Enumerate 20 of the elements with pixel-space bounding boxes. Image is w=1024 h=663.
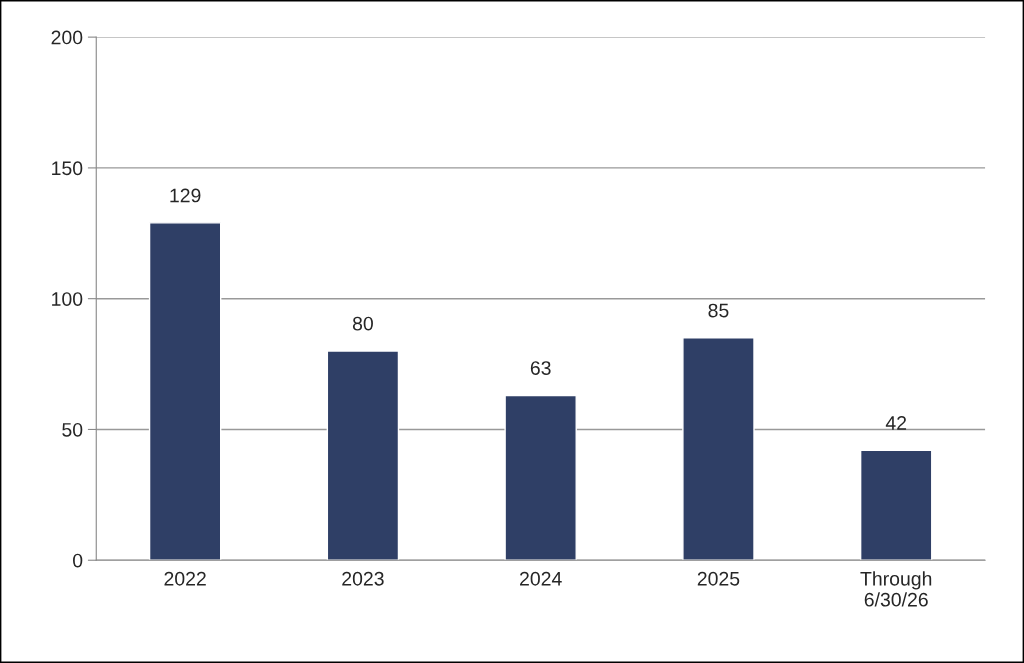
bar (148, 222, 222, 561)
y-tick-label: 100 (52, 292, 83, 306)
bar (326, 350, 400, 561)
data-label: 85 (708, 303, 729, 318)
y-tick-label: 150 (52, 161, 83, 176)
x-tick-label: 2024 (520, 571, 562, 586)
bar (682, 337, 755, 561)
data-label: 42 (885, 416, 907, 430)
y-tick-label: 0 (73, 553, 83, 568)
y-tick-label: 50 (62, 422, 83, 437)
data-label: 129 (170, 188, 201, 203)
x-tick-label: Through 6/30/26 (860, 571, 932, 607)
bar (859, 449, 933, 561)
bar (504, 394, 577, 561)
data-label: 80 (352, 316, 373, 331)
x-tick-label: 2022 (164, 571, 206, 586)
data-label: 63 (530, 361, 551, 375)
x-tick-label: 2025 (697, 571, 740, 586)
y-tick-label: 200 (51, 30, 83, 45)
x-tick-label: 2023 (342, 571, 384, 586)
